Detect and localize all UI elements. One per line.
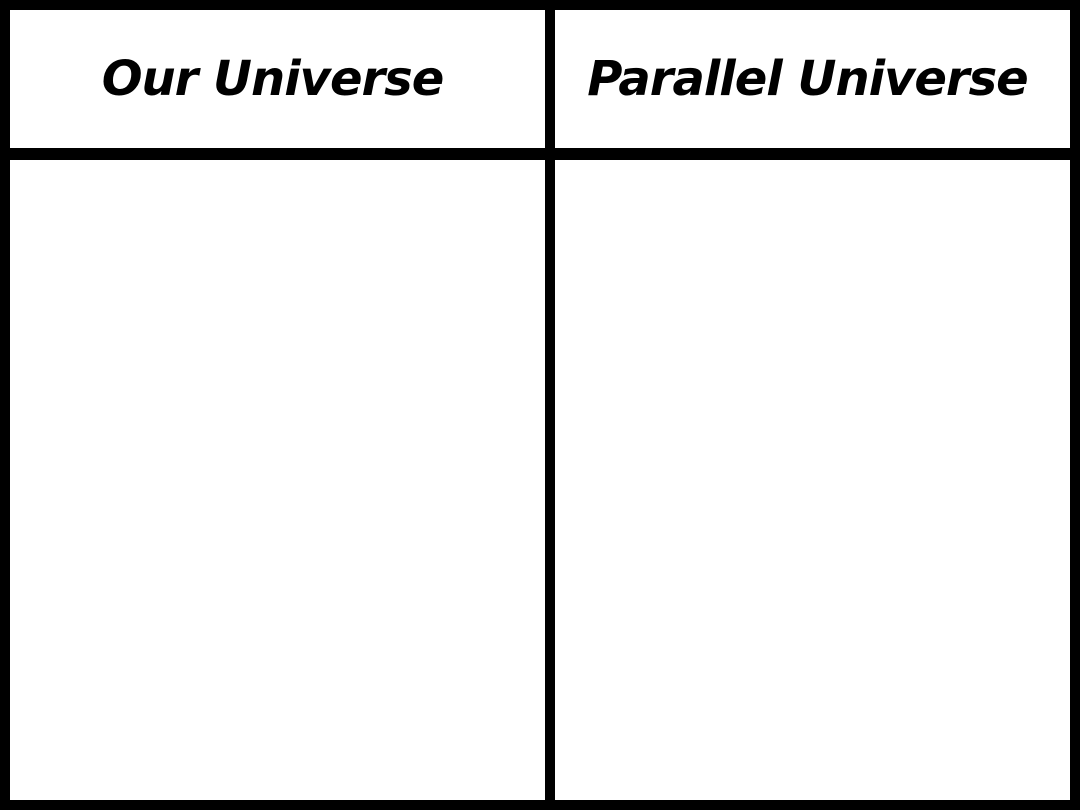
- column-header-right-label: Parallel Universe: [587, 51, 1028, 107]
- column-header-left: Our Universe: [10, 10, 535, 148]
- column-body-left: [10, 160, 535, 800]
- header-divider: [10, 148, 1070, 160]
- column-divider: [545, 10, 555, 800]
- column-body-right: [555, 160, 1070, 800]
- column-header-right: Parallel Universe: [545, 10, 1070, 148]
- column-header-left-label: Our Universe: [101, 51, 445, 107]
